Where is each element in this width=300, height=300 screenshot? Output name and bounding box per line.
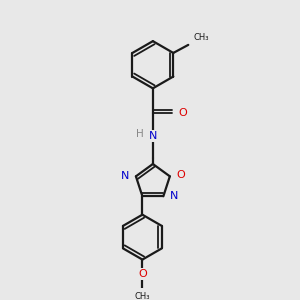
Text: CH₃: CH₃ xyxy=(194,33,209,42)
Text: O: O xyxy=(176,170,185,180)
Text: O: O xyxy=(178,108,187,118)
Text: N: N xyxy=(121,171,130,181)
Text: CH₃: CH₃ xyxy=(135,292,150,300)
Text: N: N xyxy=(149,131,157,141)
Text: H: H xyxy=(136,129,144,139)
Text: O: O xyxy=(138,269,147,279)
Text: N: N xyxy=(170,191,178,201)
